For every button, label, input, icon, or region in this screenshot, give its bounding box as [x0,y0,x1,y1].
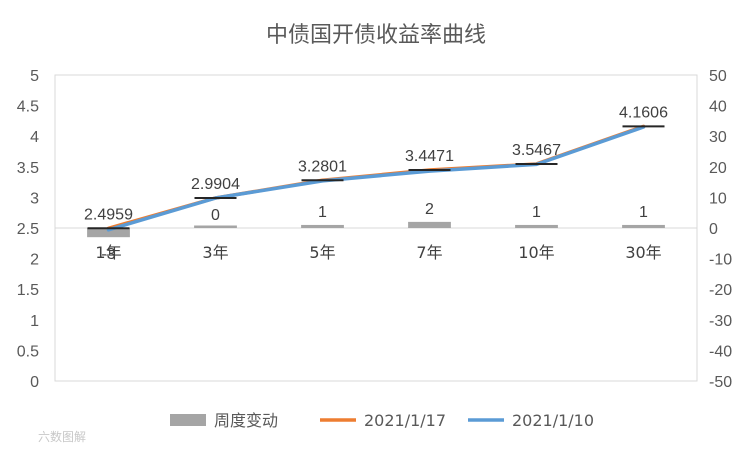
left-tick-label: 3 [30,190,39,207]
bar-data-label: 2 [425,201,434,218]
line-data-label: 3.5467 [512,142,561,159]
right-tick-label: 50 [709,68,727,85]
bar-data-label: 1 [532,204,541,221]
bar-data-label: 1 [318,204,327,221]
category-label: 5年 [309,243,335,262]
line-data-label: 3.2801 [298,158,347,175]
right-tick-label: 0 [709,221,718,238]
line-data-label: 4.1606 [619,104,668,121]
left-tick-label: 1 [30,313,39,330]
bar-data-label: 0 [211,207,220,224]
left-tick-label: 4 [30,129,39,146]
category-labels: 1年 3年 5年 7年 10年 30年 [95,243,661,262]
bar-weekly-change [301,224,344,228]
left-tick-label: 3.5 [17,160,39,177]
bar-data-label: -3 [101,246,115,263]
left-tick-label: 0.5 [17,343,39,360]
right-tick-label: 40 [709,99,727,116]
right-tick-label: -50 [709,374,732,391]
legend-label: 周度变动 [214,411,278,430]
right-tick-label: -40 [709,343,732,360]
left-tick-label: 2.5 [17,221,39,238]
right-tick-label: 30 [709,129,727,146]
legend-label: 2021/1/17 [364,411,446,430]
legend: 周度变动 2021/1/17 2021/1/10 [170,411,594,430]
bar-weekly-change [515,224,558,228]
chart-title: 中债国开债收益率曲线 [266,23,486,48]
category-label: 30年 [625,243,661,262]
right-tick-label: -10 [709,252,732,269]
right-axis: -50 -40 -30 -20 -10 0 10 20 30 40 50 [709,68,732,391]
left-tick-label: 5 [30,68,39,85]
right-tick-label: 10 [709,190,727,207]
category-label: 10年 [518,243,554,262]
bar-series [87,221,665,238]
plot-area [54,74,698,382]
category-label: 3年 [202,243,228,262]
series-line [106,125,646,232]
left-tick-label: 0 [30,374,39,391]
line-data-label: 2.4959 [84,206,133,223]
legend-swatch [170,414,206,426]
category-label: 7年 [416,243,442,262]
right-tick-label: -30 [709,313,732,330]
right-tick-label: 20 [709,160,727,177]
watermark: 六数图解 [38,429,86,444]
category-label: 1年 [95,243,121,262]
left-tick-label: 2 [30,252,39,269]
left-axis: 0 0.5 1 1.5 2 2.5 3 3.5 4 4.5 5 [17,68,39,391]
legend-label: 2021/1/10 [512,411,594,430]
bar-weekly-change [408,221,451,228]
line-data-label: 3.4471 [405,148,454,165]
right-tick-label: -20 [709,282,732,299]
left-tick-label: 4.5 [17,99,39,116]
left-tick-label: 1.5 [17,282,39,299]
data-labels: 2.4959 2.9904 3.2801 3.4471 3.5467 4.1606 -3 0 1… [84,104,668,263]
bar-weekly-change [194,225,237,228]
bar-data-label: 1 [639,204,648,221]
bar-weekly-change [87,228,130,238]
line-data-label: 2.9904 [191,176,240,193]
line-series [87,124,665,232]
bar-weekly-change [622,224,665,228]
